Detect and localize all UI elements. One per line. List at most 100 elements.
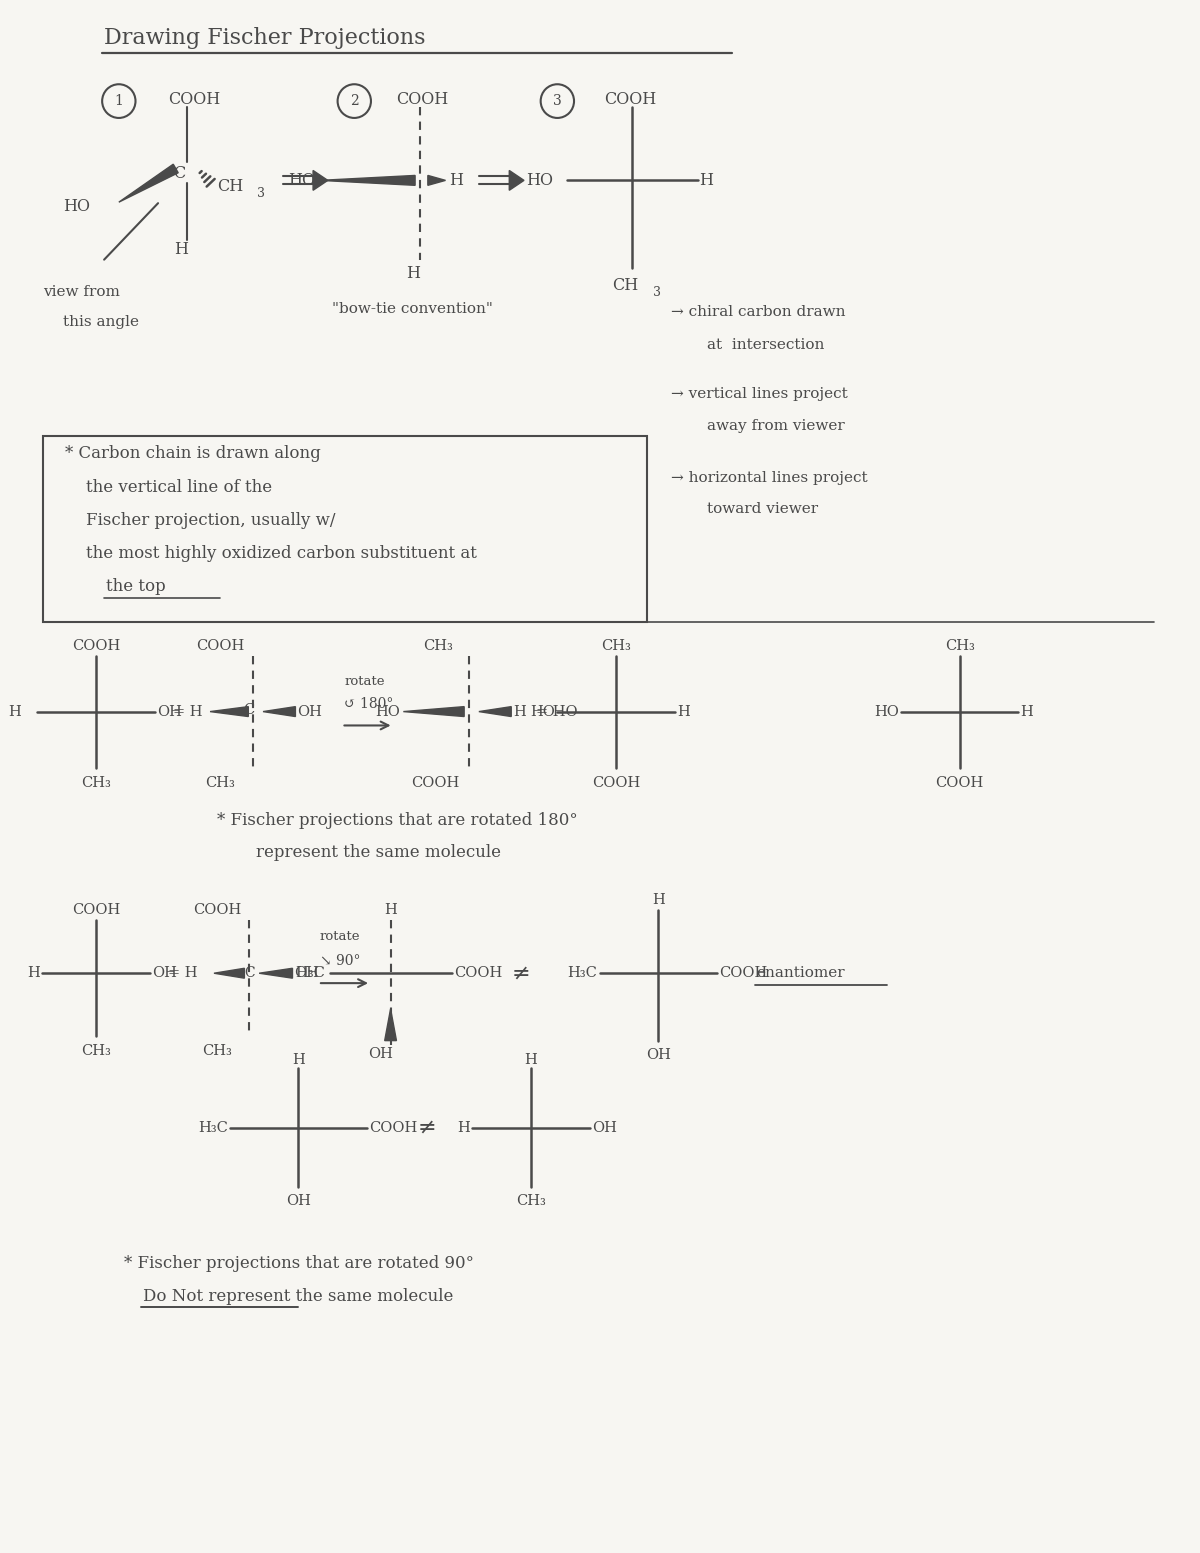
Text: H: H [384, 902, 397, 916]
Text: Drawing Fischer Projections: Drawing Fischer Projections [104, 26, 426, 48]
Text: C: C [244, 966, 254, 980]
Text: C: C [242, 702, 254, 716]
Text: H: H [8, 705, 20, 719]
Polygon shape [210, 707, 248, 716]
Text: * Fischer projections that are rotated 180°: * Fischer projections that are rotated 1… [217, 812, 577, 829]
Text: COOH: COOH [196, 640, 244, 654]
Text: COOH: COOH [396, 90, 449, 107]
Text: COOH: COOH [455, 966, 503, 980]
Text: rotate: rotate [320, 930, 360, 943]
Text: H: H [524, 1053, 538, 1067]
Text: H: H [700, 172, 714, 189]
Text: H: H [28, 966, 41, 980]
Text: OH: OH [298, 705, 323, 719]
Text: ≠: ≠ [511, 963, 530, 985]
Text: 1: 1 [114, 95, 124, 109]
Text: away from viewer: away from viewer [708, 419, 845, 433]
Polygon shape [214, 968, 245, 978]
Text: H₃C: H₃C [198, 1121, 228, 1135]
Polygon shape [479, 707, 511, 716]
Text: ≠: ≠ [418, 1117, 437, 1138]
Text: OH: OH [286, 1194, 311, 1208]
Text: "bow-tie convention": "bow-tie convention" [331, 303, 492, 317]
Polygon shape [509, 171, 524, 191]
Text: 3: 3 [257, 186, 265, 200]
Text: CH₃: CH₃ [82, 776, 112, 790]
Text: COOH: COOH [719, 966, 768, 980]
Text: = H: = H [173, 705, 203, 719]
Text: Fischer projection, usually w/: Fischer projection, usually w/ [86, 512, 336, 530]
Text: HO: HO [376, 705, 401, 719]
Text: HO: HO [527, 172, 553, 189]
Text: COOH: COOH [936, 776, 984, 790]
Text: H: H [292, 1053, 305, 1067]
Text: * Carbon chain is drawn along: * Carbon chain is drawn along [65, 446, 320, 463]
Text: the vertical line of the: the vertical line of the [86, 480, 272, 495]
Text: H: H [174, 241, 187, 258]
Text: HO: HO [874, 705, 899, 719]
Text: OH: OH [157, 705, 182, 719]
Polygon shape [385, 1009, 396, 1041]
Text: OH: OH [294, 966, 319, 980]
Text: COOH: COOH [72, 640, 120, 654]
Text: COOH: COOH [592, 776, 641, 790]
Text: H: H [1020, 705, 1033, 719]
Text: OH: OH [646, 1048, 671, 1062]
Polygon shape [259, 968, 293, 978]
Text: HO: HO [288, 172, 316, 189]
Text: the most highly oxidized carbon substituent at: the most highly oxidized carbon substitu… [86, 545, 478, 562]
Text: COOH: COOH [412, 776, 460, 790]
Text: 2: 2 [350, 95, 359, 109]
Text: CH₃: CH₃ [422, 640, 452, 654]
Text: = HO: = HO [535, 705, 577, 719]
Bar [43, 436, 647, 623]
Text: → horizontal lines project: → horizontal lines project [671, 471, 868, 485]
Text: CH: CH [217, 179, 244, 194]
Text: COOH: COOH [605, 90, 656, 107]
Polygon shape [320, 175, 415, 185]
Text: CH₃: CH₃ [601, 640, 631, 654]
Text: rotate: rotate [344, 676, 385, 688]
Text: H: H [677, 705, 690, 719]
Polygon shape [119, 165, 179, 202]
Text: H₃C: H₃C [568, 966, 598, 980]
Text: toward viewer: toward viewer [708, 503, 818, 517]
Text: HO: HO [530, 705, 556, 719]
Text: H: H [457, 1121, 470, 1135]
Text: CH: CH [612, 276, 638, 294]
Text: CH₃: CH₃ [944, 640, 974, 654]
Text: → chiral carbon drawn: → chiral carbon drawn [671, 306, 846, 320]
Text: COOH: COOH [168, 90, 220, 107]
Polygon shape [263, 707, 295, 716]
Text: Do Not represent the same molecule: Do Not represent the same molecule [143, 1287, 454, 1305]
Text: OH: OH [368, 1047, 394, 1062]
Text: = H: = H [168, 966, 197, 980]
Text: ↺ 180°: ↺ 180° [344, 697, 394, 711]
Text: H₃C: H₃C [295, 966, 325, 980]
Polygon shape [313, 171, 328, 191]
Text: H: H [406, 266, 420, 283]
Text: HO: HO [62, 197, 90, 214]
Text: 3: 3 [553, 95, 562, 109]
Text: enantiomer: enantiomer [756, 966, 845, 980]
Text: COOH: COOH [368, 1121, 418, 1135]
Text: H: H [450, 172, 463, 189]
Text: CH₃: CH₃ [202, 1044, 232, 1058]
Text: CH₃: CH₃ [205, 776, 235, 790]
Text: at  intersection: at intersection [708, 339, 824, 353]
Text: OH: OH [152, 966, 178, 980]
Text: H: H [514, 705, 526, 719]
Text: H: H [652, 893, 665, 907]
Polygon shape [428, 175, 445, 185]
Text: view from: view from [43, 286, 120, 300]
Text: C: C [174, 165, 186, 182]
Text: ↘ 90°: ↘ 90° [320, 955, 360, 969]
Text: → vertical lines project: → vertical lines project [671, 387, 848, 401]
Text: CH₃: CH₃ [516, 1194, 546, 1208]
Text: COOH: COOH [72, 902, 120, 916]
Text: COOH: COOH [193, 902, 241, 916]
Text: CH₃: CH₃ [82, 1044, 112, 1058]
Text: the top: the top [106, 578, 166, 595]
Text: 3: 3 [654, 286, 661, 298]
Text: this angle: this angle [62, 315, 139, 329]
